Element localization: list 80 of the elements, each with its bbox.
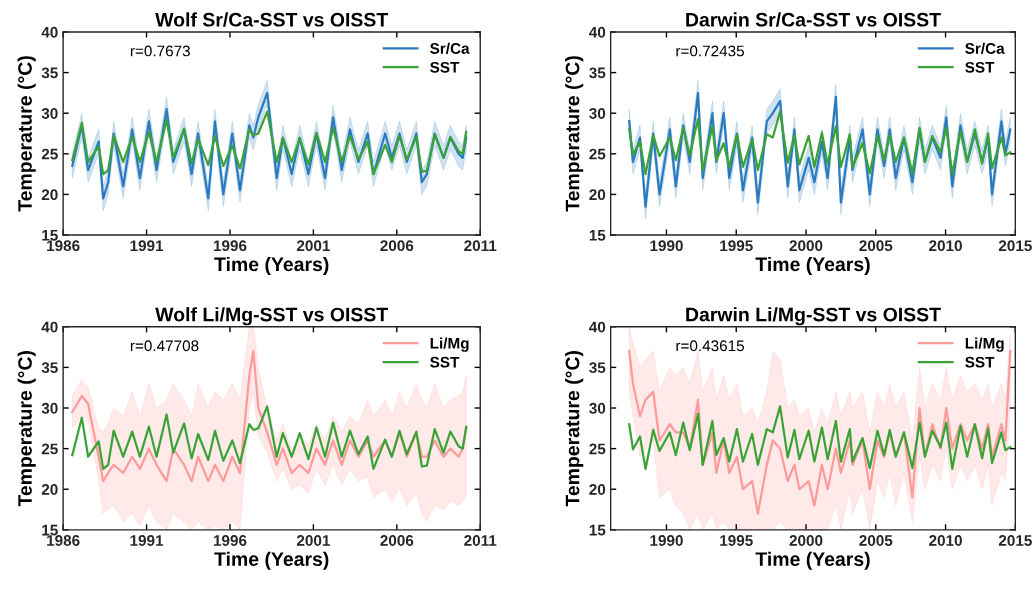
- x-tick-label: 1996: [213, 240, 247, 252]
- x-tick-label: 2011: [464, 535, 497, 546]
- y-tick-label: 15: [42, 524, 58, 536]
- chart-title: Wolf Sr/Ca-SST vs OISST: [155, 12, 388, 27]
- x-tick-label: 2000: [789, 535, 823, 546]
- y-tick-label: 20: [41, 484, 58, 495]
- y-tick-label: 25: [41, 443, 58, 455]
- annotation: r=0.72435: [676, 45, 744, 57]
- x-axis-title: Time (Years): [755, 551, 870, 570]
- y-tick-label: 25: [589, 443, 606, 455]
- x-tick-label: 1991: [130, 240, 164, 252]
- x-tick-label: 1991: [130, 535, 164, 546]
- x-tick-label: 2010: [929, 240, 962, 252]
- y-tick-label: 30: [589, 402, 606, 414]
- y-tick-label: 35: [589, 362, 606, 374]
- legend-label: SST: [430, 61, 460, 73]
- legend-label: Sr/Ca: [965, 42, 1005, 55]
- chart-title: Wolf Li/Mg-SST vs OISST: [155, 307, 388, 326]
- annotation: r=0.43615: [676, 340, 744, 352]
- x-tick-label: 2000: [789, 240, 823, 252]
- line-series: [628, 350, 1012, 515]
- y-tick-label: 25: [589, 148, 606, 160]
- line-series: [71, 110, 468, 176]
- y-axis-title: Temperature (°C): [565, 351, 584, 507]
- y-axis-title: Temperature (°C): [565, 56, 584, 212]
- x-tick-label: 1996: [213, 535, 247, 546]
- x-tick-label: 2015: [998, 240, 1032, 252]
- y-tick-label: 20: [589, 484, 606, 495]
- y-tick-label: 35: [589, 67, 606, 79]
- x-tick-label: 2015: [998, 535, 1032, 546]
- chart-title: Darwin Li/Mg-SST vs OISST: [686, 307, 941, 326]
- x-tick-label: 2005: [859, 240, 893, 252]
- y-tick-label: 40: [41, 321, 58, 333]
- x-tick-label: 2006: [380, 535, 414, 546]
- x-tick-label: 2005: [859, 535, 893, 546]
- y-tick-label: 15: [589, 230, 606, 241]
- x-tick-label: 1986: [47, 240, 80, 252]
- y-tick-label: 40: [589, 321, 606, 333]
- x-tick-label: 2001: [296, 240, 330, 252]
- y-tick-label: 30: [41, 402, 58, 414]
- y-tick-label: 35: [41, 362, 58, 374]
- line-series: [71, 350, 468, 483]
- x-axis-title: Time (Years): [214, 551, 329, 570]
- y-axis-title: Temperature (°C): [17, 351, 36, 507]
- chart-title: Darwin Sr/Ca-SST vs OISST: [686, 12, 941, 27]
- annotation: r=0.47708: [130, 340, 199, 352]
- x-tick-label: 1990: [650, 240, 683, 252]
- legend-label: Sr/Ca: [430, 42, 470, 55]
- line-series: [628, 405, 1012, 471]
- y-tick-label: 35: [41, 67, 58, 79]
- line-series: [71, 91, 468, 200]
- line-series: [628, 110, 1012, 176]
- x-tick-label: 2006: [380, 240, 414, 252]
- y-tick-label: 30: [41, 108, 58, 119]
- line-series: [628, 91, 1012, 208]
- x-tick-label: 1995: [720, 535, 753, 546]
- y-tick-label: 20: [41, 189, 58, 201]
- legend-label: Li/Mg: [965, 337, 1004, 352]
- annotation: r=0.7673: [130, 45, 190, 57]
- x-tick-label: 1990: [650, 535, 683, 546]
- x-tick-label: 1986: [47, 535, 80, 546]
- line-series: [71, 405, 468, 471]
- y-tick-label: 40: [41, 26, 58, 38]
- x-tick-label: 2011: [464, 240, 497, 252]
- x-tick-label: 2010: [929, 535, 962, 546]
- x-tick-label: 1995: [720, 240, 753, 252]
- y-tick-label: 40: [589, 26, 606, 38]
- legend-label: Li/Mg: [430, 337, 469, 352]
- legend-label: SST: [430, 356, 460, 368]
- x-axis-title: Time (Years): [755, 256, 870, 276]
- x-tick-label: 2001: [296, 535, 330, 546]
- legend-label: SST: [965, 356, 995, 368]
- y-tick-label: 20: [589, 189, 606, 201]
- x-axis-title: Time (Years): [214, 256, 329, 276]
- y-tick-label: 25: [41, 148, 58, 160]
- legend-label: SST: [965, 61, 995, 73]
- y-tick-label: 30: [589, 108, 606, 119]
- y-tick-label: 15: [42, 230, 58, 241]
- y-tick-label: 15: [589, 524, 606, 536]
- y-axis-title: Temperature (°C): [17, 56, 36, 212]
